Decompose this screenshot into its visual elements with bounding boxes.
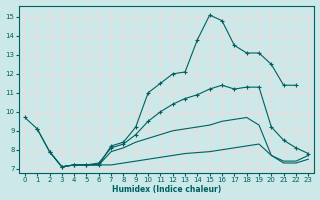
- X-axis label: Humidex (Indice chaleur): Humidex (Indice chaleur): [112, 185, 221, 194]
